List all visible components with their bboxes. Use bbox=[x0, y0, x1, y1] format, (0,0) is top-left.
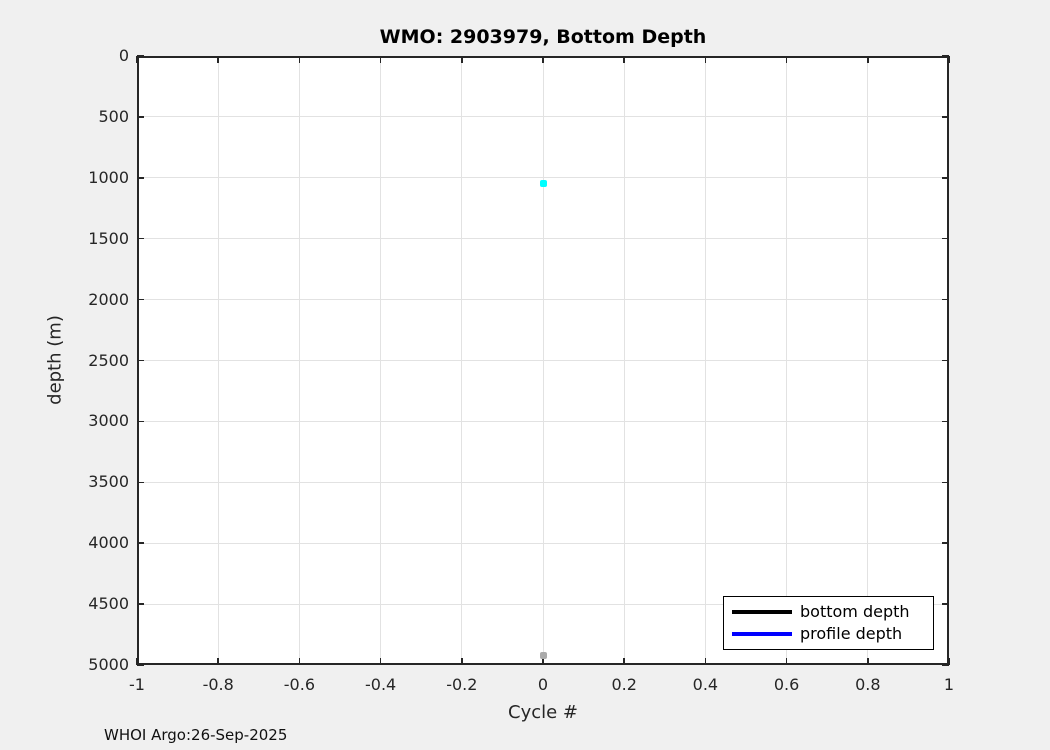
y-axis-label: depth (m) bbox=[44, 315, 66, 405]
x-tick-label: 0.4 bbox=[692, 675, 719, 694]
y-tick-label: 0 bbox=[118, 46, 129, 65]
legend: bottom depth profile depth bbox=[723, 596, 934, 650]
y-tick-mark bbox=[137, 420, 144, 423]
x-tick-mark-top bbox=[298, 56, 301, 63]
legend-line-blue bbox=[732, 632, 792, 637]
x-tick-mark bbox=[623, 658, 625, 665]
x-tick-mark bbox=[948, 658, 950, 665]
x-axis-label: Cycle # bbox=[508, 702, 578, 723]
x-tick-mark-top bbox=[785, 56, 788, 63]
y-tick-label: 4000 bbox=[88, 533, 129, 553]
marker-profile-depth-point bbox=[539, 179, 547, 187]
y-tick-mark-right bbox=[942, 116, 949, 118]
y-tick-label: 500 bbox=[98, 106, 129, 126]
y-tick-mark bbox=[137, 116, 144, 118]
x-tick-mark bbox=[867, 658, 869, 665]
plot-area bbox=[136, 55, 950, 666]
y-gridline bbox=[137, 542, 949, 544]
y-gridline bbox=[137, 116, 949, 118]
marker-bottom-depth-point bbox=[539, 651, 547, 659]
legend-line-black bbox=[732, 609, 792, 614]
x-tick-mark bbox=[461, 658, 463, 665]
x-tick-mark bbox=[379, 658, 382, 665]
x-tick-label: -1 bbox=[129, 675, 145, 694]
x-tick-label: -0.6 bbox=[283, 675, 315, 694]
x-tick-mark bbox=[704, 658, 707, 665]
legend-label: bottom depth bbox=[800, 601, 910, 621]
x-tick-mark bbox=[217, 658, 219, 665]
y-tick-label: 2000 bbox=[88, 289, 129, 309]
y-gridline bbox=[137, 481, 949, 483]
legend-entry-profile-depth: profile depth bbox=[724, 626, 933, 642]
y-gridline bbox=[137, 238, 949, 240]
x-tick-mark-top bbox=[704, 56, 707, 63]
y-tick-mark-right bbox=[942, 55, 949, 57]
y-tick-mark-right bbox=[942, 481, 949, 484]
y-tick-mark bbox=[137, 177, 144, 179]
y-tick-label: 3000 bbox=[88, 411, 129, 431]
y-tick-label: 5000 bbox=[88, 655, 129, 674]
legend-entry-bottom-depth: bottom depth bbox=[724, 601, 933, 621]
x-tick-mark-top bbox=[379, 56, 382, 63]
x-tick-label: 0 bbox=[537, 675, 549, 694]
x-tick-label: -0.4 bbox=[364, 675, 397, 694]
y-gridline bbox=[137, 177, 949, 179]
x-tick-mark-top bbox=[136, 56, 138, 63]
x-tick-mark-top bbox=[542, 56, 544, 63]
y-gridline bbox=[137, 603, 949, 605]
y-tick-mark-right bbox=[942, 237, 949, 240]
y-tick-mark-right bbox=[942, 359, 949, 362]
x-tick-mark bbox=[785, 658, 788, 665]
y-tick-mark bbox=[137, 55, 144, 57]
y-tick-mark bbox=[137, 298, 144, 301]
x-tick-mark-top bbox=[948, 56, 950, 63]
x-tick-label: 0.6 bbox=[773, 675, 800, 694]
legend-label: profile depth bbox=[800, 624, 903, 644]
y-tick-mark bbox=[137, 237, 144, 240]
x-tick-label: -0.2 bbox=[446, 675, 478, 694]
y-gridline bbox=[137, 420, 949, 422]
y-tick-mark-right bbox=[942, 603, 949, 605]
x-tick-label: 0.8 bbox=[855, 675, 881, 694]
x-tick-label: 0.2 bbox=[611, 675, 637, 694]
y-tick-label: 2500 bbox=[88, 350, 129, 370]
y-tick-mark-right bbox=[942, 177, 949, 179]
y-tick-mark-right bbox=[942, 298, 949, 301]
chart-title: WMO: 2903979, Bottom Depth bbox=[379, 26, 707, 48]
y-tick-mark bbox=[137, 481, 144, 484]
x-tick-mark bbox=[542, 658, 544, 665]
y-tick-label: 4500 bbox=[88, 594, 129, 614]
x-tick-mark bbox=[298, 658, 301, 665]
y-tick-label: 1000 bbox=[88, 167, 129, 187]
y-tick-mark bbox=[137, 542, 144, 544]
x-tick-mark-top bbox=[867, 56, 869, 63]
y-gridline bbox=[137, 360, 949, 361]
y-tick-mark-right bbox=[942, 664, 949, 666]
x-tick-label: -0.8 bbox=[202, 675, 234, 694]
y-tick-mark bbox=[137, 359, 144, 362]
y-tick-mark-right bbox=[942, 542, 949, 544]
y-gridline bbox=[137, 299, 949, 301]
x-tick-mark-top bbox=[461, 56, 463, 63]
watermark-text: WHOI Argo:26-Sep-2025 bbox=[104, 726, 288, 744]
y-tick-mark bbox=[137, 664, 144, 666]
x-tick-label: 1 bbox=[943, 675, 955, 694]
x-tick-mark-top bbox=[623, 56, 625, 63]
y-tick-mark bbox=[137, 603, 144, 605]
y-tick-label: 1500 bbox=[88, 228, 129, 248]
y-tick-mark-right bbox=[942, 420, 949, 423]
x-tick-mark-top bbox=[217, 56, 219, 63]
y-tick-label: 3500 bbox=[88, 472, 129, 492]
